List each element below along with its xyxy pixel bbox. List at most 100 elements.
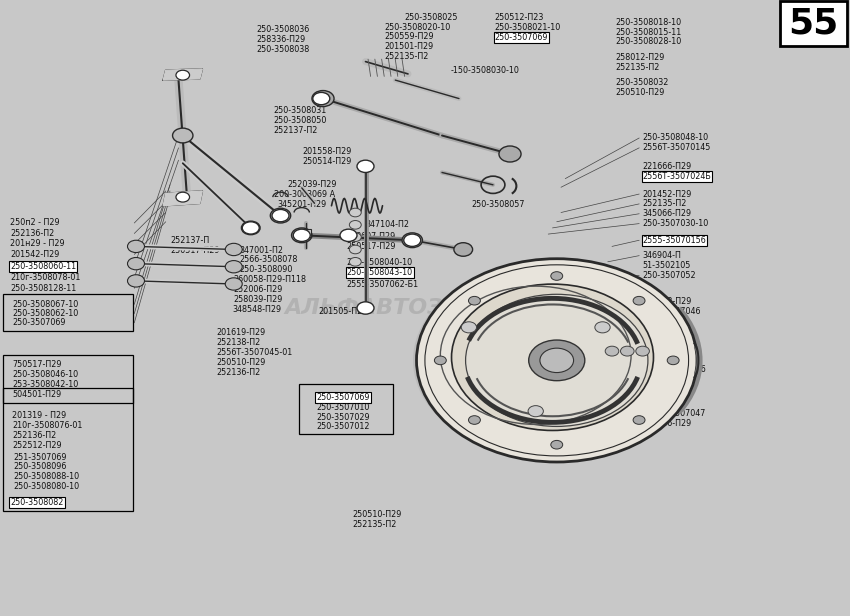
- Text: 201501-П29: 201501-П29: [384, 43, 434, 51]
- Circle shape: [357, 302, 374, 314]
- Text: 250-3507012: 250-3507012: [316, 423, 370, 431]
- Text: 253-3508042-10: 253-3508042-10: [12, 380, 78, 389]
- Text: 2556-35070226: 2556-35070226: [643, 365, 706, 374]
- Circle shape: [270, 208, 291, 223]
- Circle shape: [128, 257, 144, 270]
- Text: 250-3507052: 250-3507052: [643, 271, 696, 280]
- Text: 250-3508028-10: 250-3508028-10: [615, 38, 682, 46]
- Text: 346904-П: 346904-П: [643, 251, 682, 260]
- Circle shape: [349, 233, 361, 241]
- Text: 201н29 - П29: 201н29 - П29: [10, 240, 65, 248]
- Circle shape: [176, 70, 190, 80]
- Circle shape: [349, 221, 361, 229]
- Text: 2555-35070156: 2555-35070156: [643, 236, 706, 245]
- Text: 252142-П2: 252142-П2: [643, 375, 687, 384]
- Circle shape: [466, 294, 648, 426]
- Text: 252135-П2: 252135-П2: [384, 52, 428, 61]
- Circle shape: [404, 234, 421, 246]
- Text: 252039-П29: 252039-П29: [287, 180, 337, 189]
- Circle shape: [633, 416, 645, 424]
- Text: 250-3507069: 250-3507069: [316, 393, 370, 402]
- Text: 250-3508080-10: 250-3508080-10: [14, 482, 80, 491]
- Circle shape: [272, 209, 289, 222]
- Text: 250-3508031: 250-3508031: [274, 107, 327, 115]
- Text: 201558-П29: 201558-П29: [303, 147, 352, 156]
- Circle shape: [434, 356, 446, 365]
- Circle shape: [667, 356, 679, 365]
- Text: 2566-3508078: 2566-3508078: [240, 256, 298, 264]
- Circle shape: [349, 245, 361, 254]
- Text: 250-3507069: 250-3507069: [495, 33, 548, 42]
- Circle shape: [340, 229, 357, 241]
- FancyBboxPatch shape: [780, 1, 847, 46]
- Circle shape: [528, 406, 543, 417]
- Text: 258053-П29: 258053-П29: [643, 298, 692, 306]
- Circle shape: [313, 92, 330, 105]
- Circle shape: [636, 346, 649, 356]
- Text: 201319 - П29: 201319 - П29: [12, 411, 66, 419]
- Text: 252137-П: 252137-П: [170, 236, 209, 245]
- FancyBboxPatch shape: [301, 229, 311, 237]
- Text: 250-3508025: 250-3508025: [405, 13, 458, 22]
- Circle shape: [416, 259, 697, 462]
- Text: 210г-3508076-01: 210г-3508076-01: [12, 421, 82, 430]
- Circle shape: [128, 275, 144, 287]
- Text: 250-3508036: 250-3508036: [257, 25, 310, 34]
- Text: 250-3508021-10: 250-3508021-10: [495, 23, 561, 31]
- Text: 250-3508090: 250-3508090: [240, 265, 293, 274]
- Text: 201452-П29: 201452-П29: [643, 190, 692, 198]
- Text: -150-3508030-10: -150-3508030-10: [450, 66, 519, 75]
- Text: 252136-П2: 252136-П2: [12, 431, 56, 440]
- Circle shape: [620, 346, 634, 356]
- Text: 250-3507030-10: 250-3507030-10: [643, 219, 709, 228]
- Circle shape: [242, 222, 259, 234]
- Circle shape: [128, 240, 144, 253]
- Text: 250-3508067-10: 250-3508067-10: [12, 300, 78, 309]
- Text: 250512-П23: 250512-П23: [495, 13, 544, 22]
- Circle shape: [462, 322, 477, 333]
- Text: 508607-П29: 508607-П29: [347, 232, 396, 241]
- Polygon shape: [163, 191, 202, 206]
- Text: 347104-П2: 347104-П2: [366, 220, 410, 229]
- Circle shape: [292, 228, 312, 243]
- Text: 250п2 - П29: 250п2 - П29: [10, 219, 60, 227]
- Text: 210г-3508078-01: 210г-3508078-01: [10, 274, 81, 282]
- Text: 250-3508018-10: 250-3508018-10: [615, 18, 682, 26]
- Text: 201505-П29: 201505-П29: [318, 307, 367, 316]
- Text: 250-3508015-11: 250-3508015-11: [615, 28, 682, 36]
- Text: 250-3508082: 250-3508082: [10, 498, 64, 506]
- Text: 250-3508040-10: 250-3508040-10: [347, 258, 413, 267]
- Text: 250-3508096: 250-3508096: [14, 463, 67, 471]
- Circle shape: [402, 233, 422, 248]
- Text: 252137-П2: 252137-П2: [274, 126, 318, 135]
- Text: 250-3508128-11: 250-3508128-11: [10, 284, 76, 293]
- Text: 251-3507069: 251-3507069: [14, 453, 67, 461]
- Text: 252512-П29: 252512-П29: [12, 441, 61, 450]
- Text: 2556-3507046: 2556-3507046: [643, 307, 701, 316]
- Text: 250659-П29: 250659-П29: [643, 385, 692, 394]
- Text: 250-3508038: 250-3508038: [257, 45, 310, 54]
- Circle shape: [173, 128, 193, 143]
- Circle shape: [454, 243, 473, 256]
- Text: 2556Т-3507024Б: 2556Т-3507024Б: [643, 172, 711, 181]
- Text: 250-3508088-10: 250-3508088-10: [14, 472, 80, 481]
- Text: 250510-П29: 250510-П29: [216, 358, 265, 367]
- Text: 252135-П2: 252135-П2: [352, 521, 396, 529]
- Text: 2556Т-3507047: 2556Т-3507047: [643, 410, 706, 418]
- Text: 250510-П29: 250510-П29: [352, 511, 401, 519]
- Text: 250-3507029: 250-3507029: [316, 413, 370, 421]
- Text: 250517-П29: 250517-П29: [170, 246, 219, 254]
- Circle shape: [540, 348, 574, 373]
- Circle shape: [225, 243, 242, 256]
- Text: 250-3508046-10: 250-3508046-10: [12, 370, 78, 379]
- Text: 2556Т-35070145: 2556Т-35070145: [643, 144, 711, 152]
- Circle shape: [312, 91, 334, 107]
- Text: 201542-П29: 201542-П29: [10, 250, 60, 259]
- Text: 252006-П29: 252006-П29: [233, 285, 282, 294]
- Text: 750517-П29: 750517-П29: [12, 360, 61, 369]
- Circle shape: [529, 340, 585, 381]
- Text: 250-3508050: 250-3508050: [274, 116, 327, 125]
- Text: 250517-П29: 250517-П29: [347, 242, 396, 251]
- Circle shape: [551, 272, 563, 280]
- Circle shape: [225, 261, 242, 273]
